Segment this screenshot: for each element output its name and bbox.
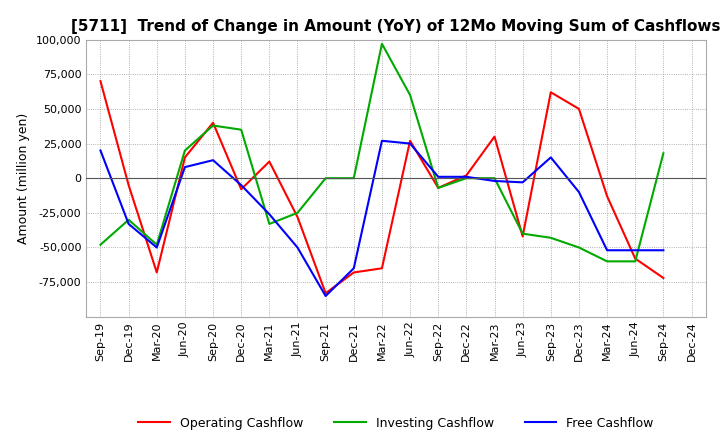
Free Cashflow — [631, 248, 639, 253]
Free Cashflow — [265, 212, 274, 217]
Investing Cashflow — [125, 217, 133, 222]
Free Cashflow — [209, 158, 217, 163]
Free Cashflow — [237, 183, 246, 188]
Investing Cashflow — [546, 235, 555, 240]
Operating Cashflow — [603, 194, 611, 199]
Free Cashflow — [321, 293, 330, 299]
Investing Cashflow — [321, 176, 330, 181]
Investing Cashflow — [575, 245, 583, 250]
Title: [5711]  Trend of Change in Amount (YoY) of 12Mo Moving Sum of Cashflows: [5711] Trend of Change in Amount (YoY) o… — [71, 19, 720, 34]
Investing Cashflow — [293, 210, 302, 216]
Investing Cashflow — [377, 41, 386, 46]
Operating Cashflow — [265, 159, 274, 164]
Operating Cashflow — [518, 234, 527, 239]
Operating Cashflow — [659, 275, 667, 281]
Investing Cashflow — [490, 176, 499, 181]
Investing Cashflow — [518, 231, 527, 236]
Operating Cashflow — [125, 183, 133, 188]
Operating Cashflow — [377, 266, 386, 271]
Legend: Operating Cashflow, Investing Cashflow, Free Cashflow: Operating Cashflow, Investing Cashflow, … — [133, 412, 659, 435]
Line: Operating Cashflow: Operating Cashflow — [101, 81, 663, 293]
Operating Cashflow — [349, 270, 358, 275]
Investing Cashflow — [434, 185, 443, 191]
Y-axis label: Amount (million yen): Amount (million yen) — [17, 113, 30, 244]
Line: Free Cashflow: Free Cashflow — [101, 141, 663, 296]
Investing Cashflow — [406, 92, 415, 98]
Free Cashflow — [96, 148, 105, 153]
Free Cashflow — [659, 248, 667, 253]
Investing Cashflow — [96, 242, 105, 247]
Free Cashflow — [575, 189, 583, 194]
Free Cashflow — [546, 155, 555, 160]
Free Cashflow — [490, 178, 499, 183]
Operating Cashflow — [209, 120, 217, 125]
Operating Cashflow — [462, 173, 471, 178]
Operating Cashflow — [575, 106, 583, 111]
Free Cashflow — [518, 180, 527, 185]
Operating Cashflow — [293, 214, 302, 220]
Free Cashflow — [125, 221, 133, 227]
Free Cashflow — [153, 245, 161, 250]
Operating Cashflow — [546, 90, 555, 95]
Operating Cashflow — [434, 185, 443, 191]
Operating Cashflow — [321, 290, 330, 296]
Investing Cashflow — [181, 148, 189, 153]
Operating Cashflow — [631, 256, 639, 261]
Operating Cashflow — [153, 270, 161, 275]
Free Cashflow — [434, 174, 443, 180]
Free Cashflow — [462, 174, 471, 180]
Free Cashflow — [181, 165, 189, 170]
Line: Investing Cashflow: Investing Cashflow — [101, 44, 663, 261]
Operating Cashflow — [490, 134, 499, 139]
Free Cashflow — [406, 141, 415, 146]
Investing Cashflow — [237, 127, 246, 132]
Free Cashflow — [349, 266, 358, 271]
Investing Cashflow — [462, 176, 471, 181]
Operating Cashflow — [406, 138, 415, 143]
Investing Cashflow — [265, 221, 274, 227]
Investing Cashflow — [153, 242, 161, 247]
Investing Cashflow — [631, 259, 639, 264]
Investing Cashflow — [603, 259, 611, 264]
Free Cashflow — [293, 245, 302, 250]
Operating Cashflow — [96, 78, 105, 84]
Investing Cashflow — [209, 123, 217, 128]
Operating Cashflow — [237, 187, 246, 192]
Investing Cashflow — [349, 176, 358, 181]
Operating Cashflow — [181, 155, 189, 160]
Investing Cashflow — [659, 150, 667, 156]
Free Cashflow — [603, 248, 611, 253]
Free Cashflow — [377, 138, 386, 143]
